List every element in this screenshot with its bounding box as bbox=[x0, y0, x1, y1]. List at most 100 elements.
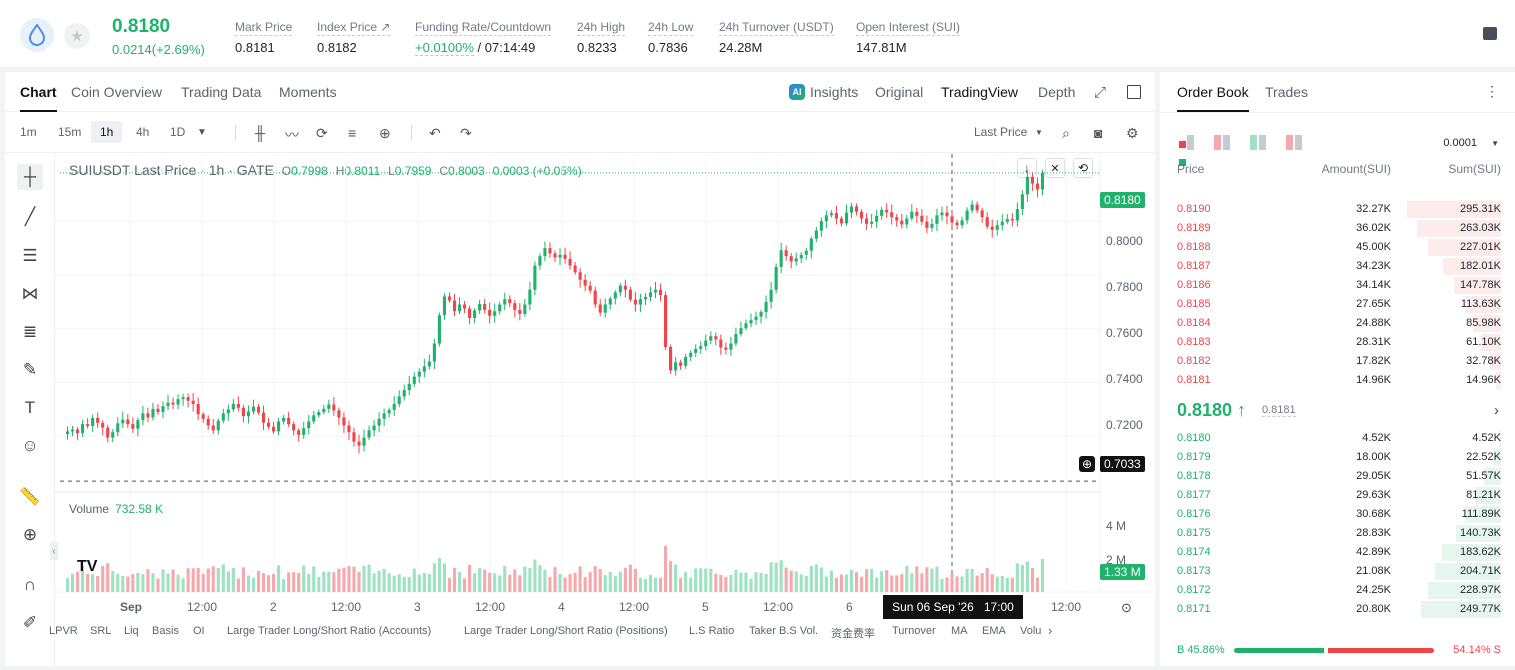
view-tradingview[interactable]: TradingView bbox=[941, 84, 1019, 100]
stat-index-price[interactable]: Index Price ↗ 0.8182 bbox=[317, 20, 391, 55]
view-depth[interactable]: Depth bbox=[1038, 84, 1076, 100]
indicator-turnover[interactable]: Turnover bbox=[892, 625, 936, 637]
chevron-down-icon[interactable]: ▼ bbox=[1035, 128, 1043, 137]
timeframe-1h[interactable]: 1h bbox=[91, 121, 123, 143]
gear-icon[interactable]: ⚙ bbox=[1126, 125, 1139, 141]
candlestick-chart[interactable] bbox=[5, 72, 1155, 620]
emoji-icon[interactable]: ☺ bbox=[21, 436, 39, 455]
ask-row[interactable]: 0.8186 34.14K 147.78K bbox=[1160, 276, 1515, 295]
indicator-lt-accounts[interactable]: Large Trader Long/Short Ratio (Accounts) bbox=[227, 625, 432, 637]
collapse-icon[interactable]: ✕ bbox=[1045, 158, 1065, 178]
bid-row[interactable]: 0.8173 21.08K 204.71K bbox=[1160, 562, 1515, 581]
tab-moments[interactable]: Moments bbox=[279, 84, 337, 100]
reset-chart-icon[interactable]: ⟲ bbox=[1073, 158, 1093, 178]
ask-row[interactable]: 0.8183 28.31K 61.10K bbox=[1160, 333, 1515, 352]
indicator-srl[interactable]: SRL bbox=[90, 625, 112, 637]
expand-icon[interactable]: ⤢ bbox=[1094, 84, 1107, 101]
ask-row[interactable]: 0.8182 17.82K 32.78K bbox=[1160, 352, 1515, 371]
ruler-icon[interactable]: 📏 bbox=[19, 487, 41, 506]
bid-row[interactable]: 0.8174 42.89K 183.62K bbox=[1160, 543, 1515, 562]
brush-icon[interactable]: ✎ bbox=[22, 360, 38, 379]
timeframe-1d[interactable]: 1D bbox=[170, 125, 186, 139]
trend-line-icon[interactable]: ╱ bbox=[24, 207, 36, 226]
redo-icon[interactable]: ↷ bbox=[460, 125, 472, 141]
window-icon[interactable] bbox=[1127, 85, 1141, 99]
indicator-ema[interactable]: EMA bbox=[982, 625, 1006, 637]
ask-row[interactable]: 0.8181 14.96K 14.96K bbox=[1160, 371, 1515, 390]
volume-bar bbox=[81, 566, 85, 592]
text-icon[interactable]: T bbox=[24, 398, 36, 417]
indicator-ma[interactable]: MA bbox=[951, 625, 968, 637]
view-bids-icon[interactable] bbox=[1250, 135, 1266, 150]
pattern-icon[interactable]: ⋈ bbox=[21, 284, 39, 303]
indicator-taker-vol[interactable]: Taker B.S Vol. bbox=[749, 625, 819, 637]
chevron-right-icon[interactable]: › bbox=[1048, 623, 1053, 638]
chevron-right-icon[interactable]: › bbox=[1494, 402, 1499, 419]
ask-row[interactable]: 0.8185 27.65K 113.63K bbox=[1160, 295, 1515, 314]
templates-icon[interactable]: ≡ bbox=[348, 125, 357, 141]
bid-row[interactable]: 0.8176 30.68K 111.89K bbox=[1160, 505, 1515, 524]
precision-select[interactable]: 0.0001 bbox=[1443, 137, 1477, 149]
indicator-lpvr[interactable]: LPVR bbox=[49, 625, 78, 637]
candle-body bbox=[593, 290, 597, 305]
horizontal-lines-icon[interactable]: ☰ bbox=[22, 246, 38, 265]
bid-row[interactable]: 0.8175 28.83K 140.73K bbox=[1160, 524, 1515, 543]
indicator-lt-positions[interactable]: Large Trader Long/Short Ratio (Positions… bbox=[464, 625, 668, 637]
candle-type-icon[interactable]: ╫ bbox=[255, 125, 265, 141]
price-type-select[interactable]: Last Price bbox=[974, 125, 1028, 139]
tab-trades[interactable]: Trades bbox=[1265, 84, 1309, 100]
bid-row[interactable]: 0.8179 18.00K 22.52K bbox=[1160, 448, 1515, 467]
indicator-liq[interactable]: Liq bbox=[124, 625, 139, 637]
ask-row[interactable]: 0.8189 36.02K 263.03K bbox=[1160, 219, 1515, 238]
indicator-volume[interactable]: Volu bbox=[1020, 625, 1042, 637]
tab-coin-overview[interactable]: Coin Overview bbox=[71, 84, 163, 100]
search-icon[interactable]: ⌕ bbox=[1062, 125, 1070, 141]
bid-depth-bar bbox=[1442, 544, 1501, 561]
indicator-basis[interactable]: Basis bbox=[152, 625, 179, 637]
bid-row[interactable]: 0.8171 20.80K 249.77K bbox=[1160, 600, 1515, 619]
zoom-in-icon[interactable]: ⊕ bbox=[22, 525, 38, 544]
bid-row[interactable]: 0.8172 24.25K 228.97K bbox=[1160, 581, 1515, 600]
refresh-icon[interactable]: ⟳ bbox=[316, 125, 328, 141]
bid-row[interactable]: 0.8178 29.05K 51.57K bbox=[1160, 467, 1515, 486]
volume-legend: Volume 732.58 K bbox=[69, 502, 164, 516]
ask-row[interactable]: 0.8187 34.23K 182.01K bbox=[1160, 257, 1515, 276]
candle-body bbox=[689, 352, 693, 357]
chart-settings-icon[interactable]: ⊙ bbox=[1121, 600, 1132, 615]
ask-row[interactable]: 0.8184 24.88K 85.98K bbox=[1160, 314, 1515, 333]
indicators-icon[interactable]: 〰 bbox=[285, 127, 299, 143]
bid-row[interactable]: 0.8180 4.52K 4.52K bbox=[1160, 429, 1515, 448]
tab-trading-data[interactable]: Trading Data bbox=[181, 84, 262, 100]
chevron-down-icon[interactable]: ▼ bbox=[1491, 139, 1499, 148]
add-alert-icon[interactable]: ⊕ bbox=[1079, 456, 1095, 472]
undo-icon[interactable]: ↶ bbox=[429, 125, 441, 141]
more-icon[interactable]: ⋮ bbox=[1485, 83, 1499, 99]
indicator-oi[interactable]: OI bbox=[193, 625, 205, 637]
indicator-ls-ratio[interactable]: L.S Ratio bbox=[689, 625, 735, 637]
tab-chart[interactable]: Chart bbox=[20, 84, 57, 112]
view-asks-icon[interactable] bbox=[1214, 135, 1230, 150]
timeframe-4h[interactable]: 4h bbox=[136, 125, 150, 139]
indicator-funding-rate[interactable]: 资金费率 bbox=[831, 627, 875, 640]
favorite-star-icon[interactable]: ★ bbox=[64, 23, 90, 49]
ask-row[interactable]: 0.8190 32.27K 295.31K bbox=[1160, 200, 1515, 219]
camera-icon[interactable]: ◙ bbox=[1094, 125, 1103, 141]
pencil-icon[interactable]: ✐ bbox=[22, 613, 38, 632]
ask-row[interactable]: 0.8188 45.00K 227.01K bbox=[1160, 238, 1515, 257]
timeframe-1m[interactable]: 1m bbox=[20, 125, 37, 139]
timeframe-15m[interactable]: 15m bbox=[58, 125, 82, 139]
add-indicator-icon[interactable]: ⊕ bbox=[379, 125, 391, 141]
crosshair-icon[interactable]: ┼ bbox=[17, 164, 43, 190]
view-insights[interactable]: Insights bbox=[810, 84, 859, 100]
timeframe-dropdown-icon[interactable]: ▼ bbox=[197, 127, 207, 138]
fib-icon[interactable]: ≣ bbox=[22, 322, 38, 341]
bid-row[interactable]: 0.8177 29.63K 81.21K bbox=[1160, 486, 1515, 505]
view-original[interactable]: Original bbox=[875, 84, 924, 100]
tab-order-book[interactable]: Order Book bbox=[1177, 84, 1249, 112]
view-both-icon[interactable] bbox=[1179, 135, 1194, 171]
ask-depth-bar bbox=[1496, 372, 1501, 389]
collapse-toolbar-icon[interactable]: ‹ bbox=[50, 542, 58, 560]
book-icon[interactable] bbox=[1483, 27, 1497, 40]
view-large-asks-icon[interactable] bbox=[1286, 135, 1302, 150]
magnet-icon[interactable]: ∩ bbox=[23, 575, 37, 594]
